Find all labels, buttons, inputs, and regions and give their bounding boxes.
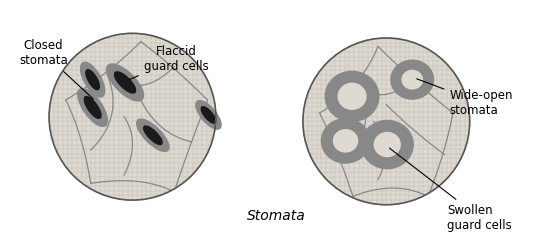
- Ellipse shape: [338, 83, 366, 109]
- Ellipse shape: [86, 70, 100, 90]
- Ellipse shape: [334, 130, 358, 152]
- Ellipse shape: [107, 64, 143, 101]
- Circle shape: [49, 33, 216, 200]
- Ellipse shape: [78, 88, 107, 126]
- Ellipse shape: [374, 132, 400, 157]
- Text: Swollen
guard cells: Swollen guard cells: [389, 148, 512, 232]
- Circle shape: [303, 38, 470, 205]
- Ellipse shape: [322, 119, 370, 163]
- Ellipse shape: [325, 71, 379, 121]
- Ellipse shape: [201, 107, 216, 123]
- Text: Wide-open
stomata: Wide-open stomata: [417, 79, 513, 117]
- Ellipse shape: [144, 126, 162, 145]
- Text: Stomata: Stomata: [247, 209, 305, 223]
- Ellipse shape: [391, 60, 434, 99]
- Ellipse shape: [196, 101, 221, 129]
- Ellipse shape: [402, 70, 422, 89]
- Ellipse shape: [137, 119, 169, 151]
- Ellipse shape: [114, 72, 136, 93]
- Ellipse shape: [84, 97, 101, 118]
- Text: Flaccid
guard cells: Flaccid guard cells: [130, 45, 208, 80]
- Text: Closed
stomata: Closed stomata: [19, 39, 94, 99]
- Ellipse shape: [362, 121, 413, 169]
- Ellipse shape: [80, 62, 105, 97]
